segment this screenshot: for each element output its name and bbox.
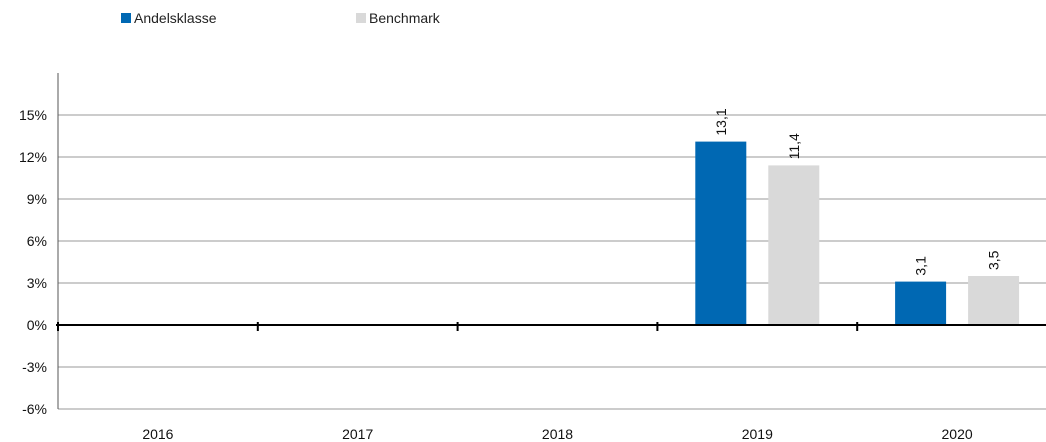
y-tick-label: 6% — [27, 233, 47, 249]
y-tick-label: 15% — [19, 107, 47, 123]
y-tick-label: 9% — [27, 191, 47, 207]
x-tick-label: 2017 — [342, 426, 373, 442]
x-tick-label: 2016 — [142, 426, 173, 442]
x-tick-label: 2019 — [742, 426, 773, 442]
legend-swatch-andelsklasse — [121, 13, 131, 23]
data-label: 11,4 — [786, 133, 802, 159]
legend-item-andelsklasse: Andelsklasse — [121, 10, 217, 26]
legend-label-andelsklasse: Andelsklasse — [134, 10, 217, 26]
y-tick-label: 3% — [27, 275, 47, 291]
y-tick-label: 0% — [27, 317, 47, 333]
legend-swatch-benchmark — [356, 13, 366, 23]
bar-benchmark-2019 — [768, 165, 820, 325]
data-label: 3,5 — [986, 250, 1002, 270]
x-tick-label: 2020 — [942, 426, 973, 442]
bar-andelsklasse-2019 — [695, 141, 747, 325]
y-tick-label: 12% — [19, 149, 47, 165]
bar-andelsklasse-2020 — [895, 281, 947, 325]
data-label: 13,1 — [713, 108, 729, 135]
y-tick-label: -3% — [22, 359, 47, 375]
y-tick-label: -6% — [22, 401, 47, 417]
legend-item-benchmark: Benchmark — [356, 10, 440, 26]
data-label: 3,1 — [913, 256, 929, 276]
x-tick-label: 2018 — [542, 426, 573, 442]
legend-label-benchmark: Benchmark — [369, 10, 440, 26]
bar-benchmark-2020 — [968, 276, 1020, 325]
